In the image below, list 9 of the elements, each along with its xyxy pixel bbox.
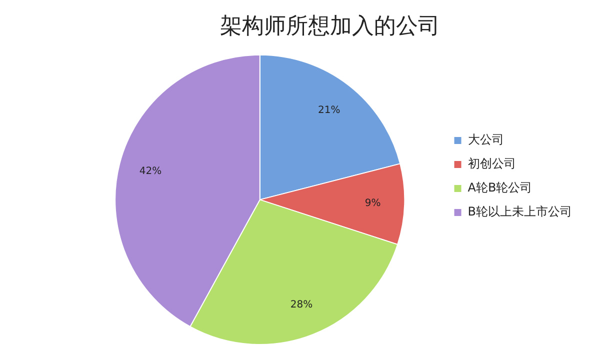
legend-label: 大公司	[468, 132, 504, 147]
legend-label: A轮B轮公司	[468, 180, 532, 195]
data-label: 9%	[364, 198, 381, 209]
data-label: 21%	[318, 105, 340, 116]
data-label: 42%	[139, 166, 162, 178]
legend-label: 初创公司	[468, 156, 516, 171]
legend-label: B轮以上未上市公司	[468, 204, 572, 219]
chart-title: 架构师所想加入的公司	[220, 14, 440, 39]
data-label: 28%	[290, 299, 313, 310]
